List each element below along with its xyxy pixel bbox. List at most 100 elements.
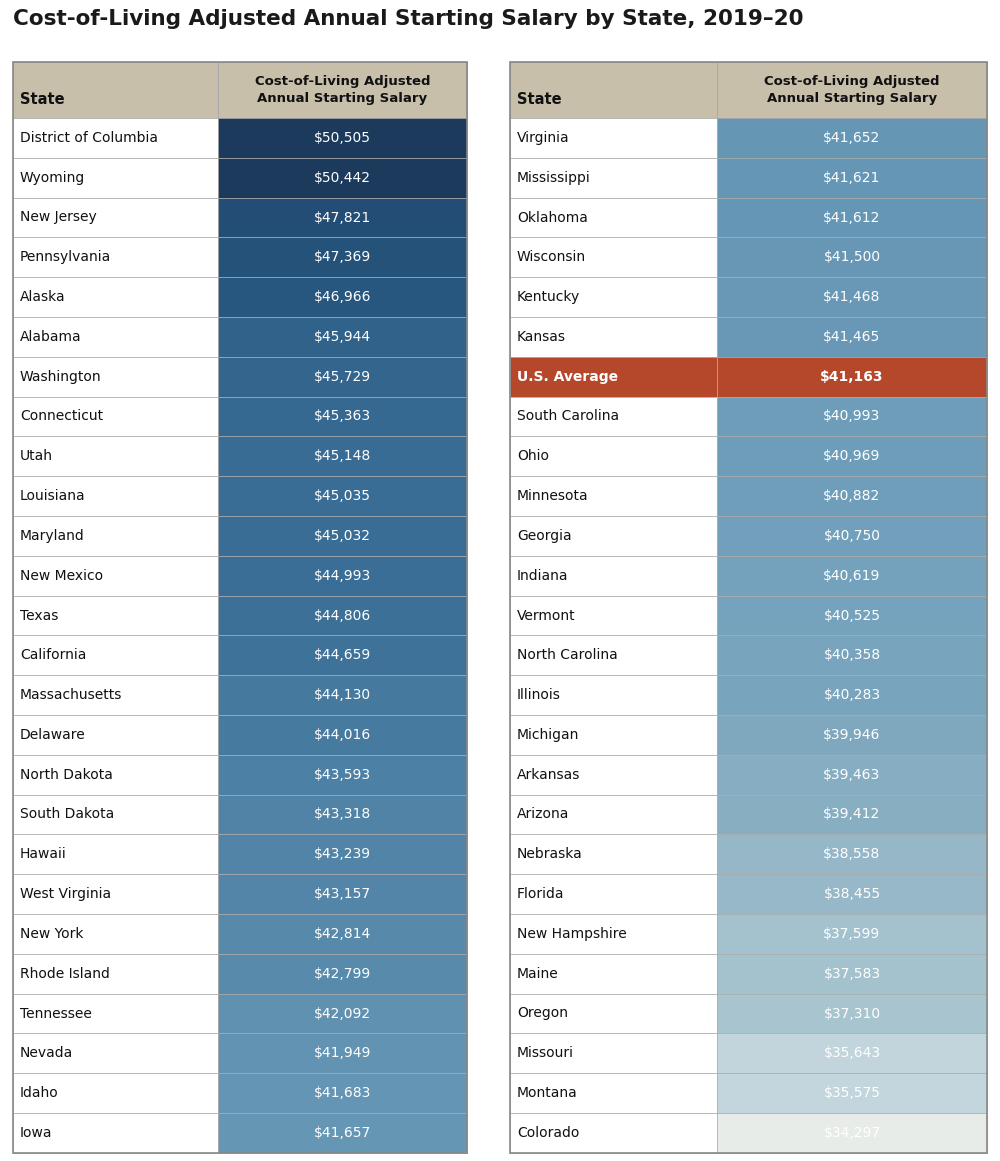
Bar [218,596,467,635]
Text: $40,750: $40,750 [824,529,881,543]
Bar [218,914,467,954]
Bar [510,635,717,676]
Text: $44,993: $44,993 [314,569,371,583]
Text: $45,035: $45,035 [314,489,371,503]
Bar [717,237,987,277]
Text: New Hampshire: New Hampshire [517,926,627,940]
Text: Cost-of-Living Adjusted
Annual Starting Salary: Cost-of-Living Adjusted Annual Starting … [255,75,430,104]
Text: Colorado: Colorado [517,1126,579,1140]
Bar [717,197,987,237]
Text: Ohio: Ohio [517,449,549,463]
Bar [13,356,218,397]
Bar [510,237,717,277]
Bar [13,397,218,437]
Text: Iowa: Iowa [20,1126,52,1140]
Bar [510,994,717,1033]
Bar [13,118,218,158]
Text: Alaska: Alaska [20,290,66,304]
Bar [717,954,987,994]
Bar [510,755,717,794]
Bar [218,954,467,994]
Text: Delaware: Delaware [20,728,86,742]
Text: $41,468: $41,468 [823,290,881,304]
Text: $42,799: $42,799 [314,967,371,981]
Text: $43,239: $43,239 [314,848,371,861]
Bar [13,1113,218,1153]
Bar [717,676,987,715]
Bar [13,62,467,1153]
Text: $41,163: $41,163 [820,369,884,383]
Bar [510,515,717,556]
Bar [218,476,467,515]
Text: Illinois: Illinois [517,688,561,702]
Text: $46,966: $46,966 [314,290,371,304]
Text: Montana: Montana [517,1086,578,1101]
Text: $40,882: $40,882 [823,489,881,503]
Text: $50,505: $50,505 [314,131,371,145]
Text: $41,500: $41,500 [823,251,881,265]
Bar [13,794,218,835]
Bar [13,715,218,755]
Text: Oklahoma: Oklahoma [517,210,588,224]
Text: Texas: Texas [20,608,58,622]
Bar [218,317,467,356]
Bar [717,1113,987,1153]
Bar [717,515,987,556]
Bar [510,62,987,1153]
Bar [13,317,218,356]
Text: Alabama: Alabama [20,330,82,344]
Bar [218,835,467,874]
Text: Cost-of-Living Adjusted Annual Starting Salary by State, 2019–20: Cost-of-Living Adjusted Annual Starting … [13,9,804,29]
Text: Oregon: Oregon [517,1007,568,1021]
Text: Maryland: Maryland [20,529,85,543]
Bar [13,158,218,197]
Bar [717,158,987,197]
Text: $45,944: $45,944 [314,330,371,344]
Bar [510,1033,717,1073]
Text: $41,465: $41,465 [823,330,881,344]
Bar [13,954,218,994]
Bar [717,914,987,954]
Text: $38,558: $38,558 [823,848,881,861]
Bar [510,1113,717,1153]
Text: $40,993: $40,993 [823,410,881,424]
Text: $38,455: $38,455 [823,887,881,901]
Text: Florida: Florida [517,887,564,901]
Bar [717,755,987,794]
Text: Wisconsin: Wisconsin [517,251,586,265]
Text: Virginia: Virginia [517,131,570,145]
Bar [218,715,467,755]
Bar [218,237,467,277]
Bar [218,556,467,596]
Bar [218,874,467,914]
Text: $35,575: $35,575 [824,1086,881,1101]
Text: State: State [20,92,65,107]
Text: New Jersey: New Jersey [20,210,97,224]
Bar [717,118,987,158]
Bar [13,635,218,676]
Bar [717,835,987,874]
Text: Minnesota: Minnesota [517,489,589,503]
Text: New York: New York [20,926,84,940]
Text: $39,412: $39,412 [823,808,881,822]
Text: $50,442: $50,442 [314,171,371,185]
Bar [218,1033,467,1073]
Text: $44,806: $44,806 [314,608,371,622]
Text: North Carolina: North Carolina [517,648,618,662]
Bar [510,556,717,596]
Bar [13,676,218,715]
Bar [218,1113,467,1153]
Text: Nebraska: Nebraska [517,848,583,861]
Text: Maine: Maine [517,967,559,981]
Text: New Mexico: New Mexico [20,569,103,583]
Bar [510,437,717,476]
Text: Georgia: Georgia [517,529,572,543]
Bar [717,356,987,397]
Text: $34,297: $34,297 [823,1126,881,1140]
Bar [510,1073,717,1113]
Bar [13,596,218,635]
Bar [218,437,467,476]
Bar [510,835,717,874]
Text: $45,148: $45,148 [314,449,371,463]
Text: $42,814: $42,814 [314,926,371,940]
